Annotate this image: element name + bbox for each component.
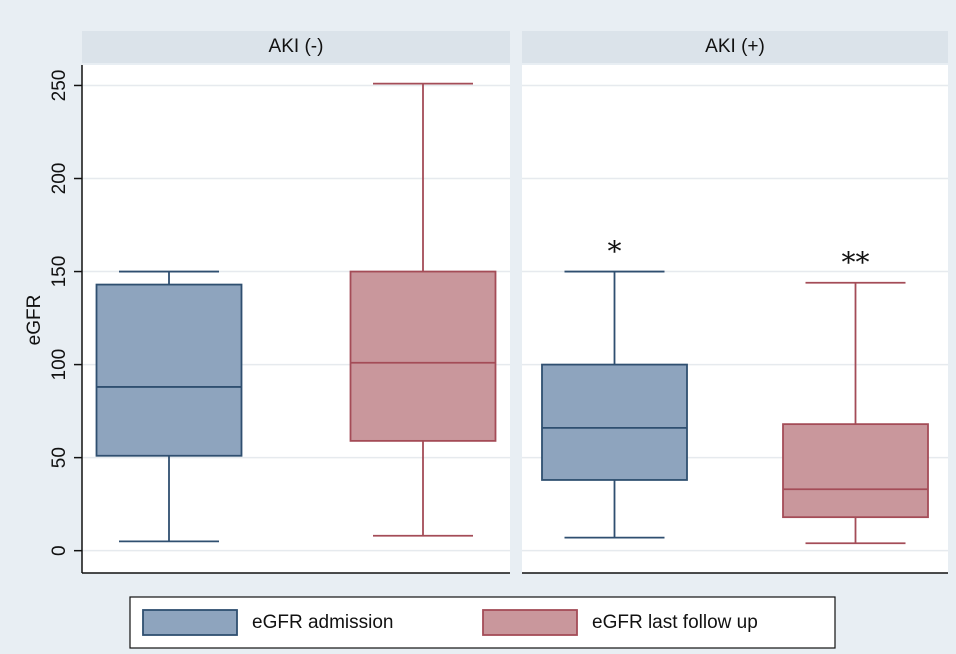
panel-title: AKI (+): [705, 36, 765, 57]
y-tick-label: 250: [49, 70, 70, 102]
y-tick-label: 0: [49, 545, 70, 556]
panel-header: [522, 31, 948, 63]
y-tick-label: 200: [49, 163, 70, 195]
annotation: **: [842, 246, 870, 279]
box: [349, 270, 497, 442]
legend-swatch: [482, 609, 578, 636]
y-axis-label: eGFR: [24, 295, 45, 346]
box: [541, 363, 688, 481]
y-tick-label: 150: [49, 256, 70, 288]
annotation: *: [608, 235, 622, 268]
legend-label: eGFR admission: [252, 612, 394, 633]
box: [95, 283, 243, 457]
y-tick-label: 100: [49, 349, 70, 381]
box: [782, 423, 929, 519]
legend-swatch: [142, 609, 238, 636]
legend-label: eGFR last follow up: [592, 612, 758, 633]
panel-header: [82, 31, 510, 63]
panel-title: AKI (-): [269, 36, 324, 57]
y-tick-label: 50: [49, 447, 70, 468]
